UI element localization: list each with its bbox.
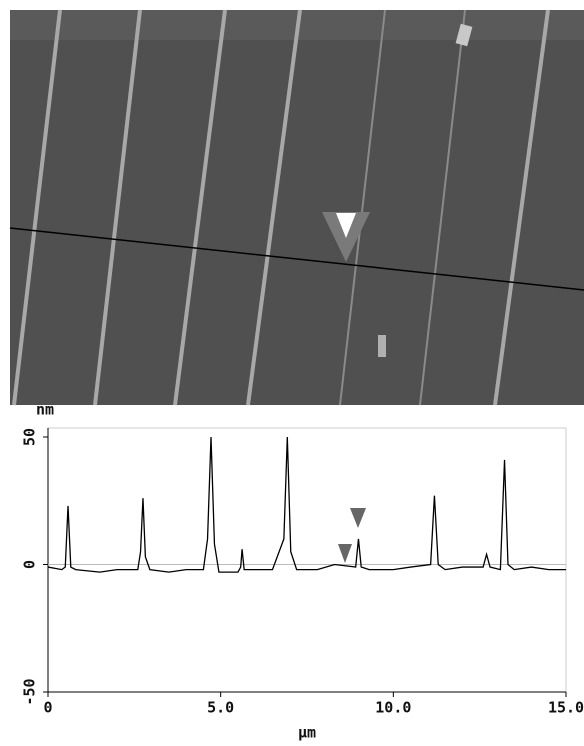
profile-line [47, 436, 566, 573]
y-tick-label: 50 [21, 428, 39, 446]
y-tick-label: 0 [21, 560, 39, 569]
cursor-marker [350, 508, 366, 528]
x-axis-label: μm [298, 724, 316, 742]
x-tick-label: 15.0 [548, 699, 584, 717]
x-tick-label: 10.0 [375, 699, 411, 717]
x-tick-label: 0 [43, 699, 52, 717]
x-tick-label: 5.0 [207, 699, 234, 717]
afm-image [9, 9, 584, 406]
y-axis-label: nm [36, 401, 54, 419]
cursor-marker [338, 544, 352, 563]
y-tick-label: -50 [21, 678, 39, 705]
